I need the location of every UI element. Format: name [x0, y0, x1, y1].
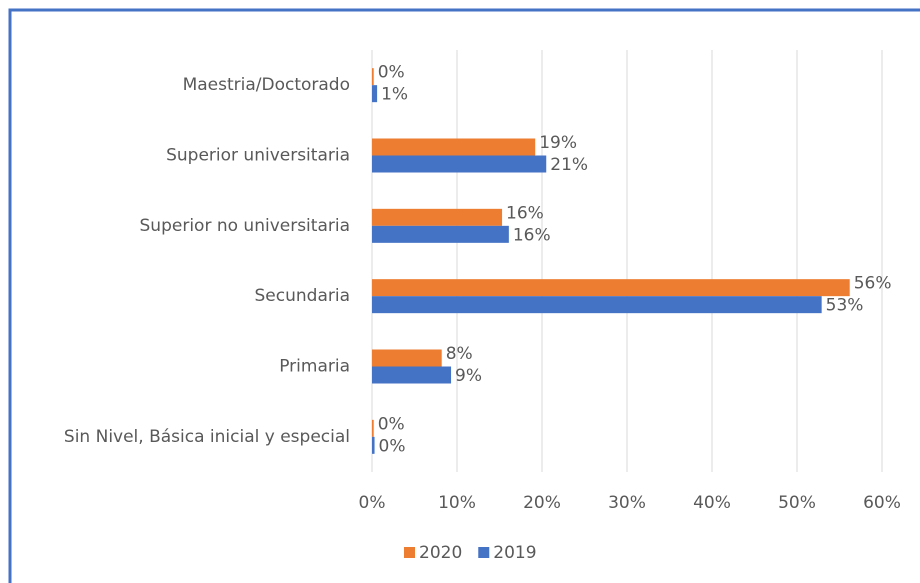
x-tick-label: 40%: [693, 493, 731, 513]
frame: [8, 8, 920, 583]
bar: [372, 296, 822, 314]
data-label: 8%: [446, 344, 473, 364]
x-tick-label: 30%: [608, 493, 646, 513]
legend-swatch: [404, 547, 415, 558]
x-tick-label: 50%: [778, 493, 816, 513]
data-label: 53%: [826, 296, 864, 316]
bar: [372, 138, 536, 156]
x-tick-label: 60%: [863, 493, 901, 513]
data-label: 1%: [381, 85, 408, 105]
legend-swatch: [478, 547, 490, 558]
x-tick-label: 20%: [523, 493, 561, 513]
data-label: 9%: [455, 366, 482, 386]
bar: [372, 155, 547, 173]
data-label: 0%: [379, 436, 406, 456]
bar: [372, 349, 442, 367]
bar: [372, 68, 374, 86]
y-tick-label: Secundaria: [255, 286, 350, 306]
y-tick-label: Superior universitaria: [166, 146, 350, 166]
data-label: 56%: [854, 274, 892, 294]
bar: [372, 225, 509, 243]
legend-label: 2019: [493, 543, 536, 563]
bar: [372, 436, 375, 454]
data-label: 0%: [378, 63, 405, 83]
data-label: 19%: [539, 133, 577, 153]
data-label: 21%: [550, 155, 588, 175]
y-tick-label: Sin Nivel, Básica inicial y especial: [64, 427, 350, 447]
bar: [372, 366, 452, 384]
y-tick-label: Primaria: [279, 357, 350, 377]
bar: [372, 85, 378, 103]
data-label: 16%: [506, 203, 544, 223]
bar: [372, 279, 850, 297]
legend-label: 2020: [419, 543, 462, 563]
bar: [372, 419, 374, 437]
x-tick-label: 0%: [359, 493, 386, 513]
y-tick-label: Superior no universitaria: [140, 216, 350, 236]
x-tick-label: 10%: [438, 493, 476, 513]
data-label: 0%: [378, 414, 405, 434]
data-label: 16%: [513, 225, 551, 245]
bar: [372, 208, 503, 226]
y-tick-label: Maestria/Doctorado: [183, 75, 350, 95]
